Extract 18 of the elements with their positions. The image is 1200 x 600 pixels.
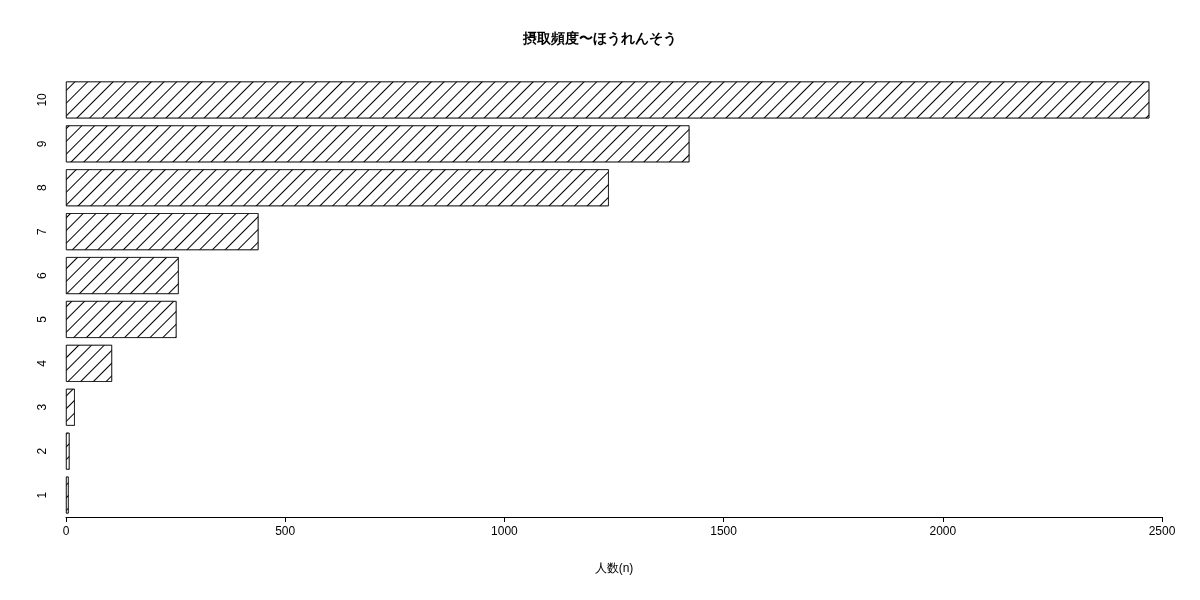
x-axis-title: 人数(n)	[594, 561, 634, 575]
chart-title: 摂取頻度〜ほうれんそう	[522, 30, 677, 47]
y-tick-label: 5	[35, 315, 49, 323]
x-tick-label: 1500	[710, 524, 738, 538]
y-tick-label: 1	[35, 491, 49, 499]
y-tick-label: 10	[35, 92, 49, 107]
x-tick-label: 500	[275, 524, 296, 538]
y-tick-label: 9	[35, 140, 49, 148]
y-tick-label: 3	[35, 403, 49, 411]
y-tick-label: 2	[35, 447, 49, 455]
x-tick-label: 2000	[929, 524, 957, 538]
y-tick-label: 8	[35, 184, 49, 192]
y-tick-label: 4	[35, 359, 49, 367]
y-tick-label: 7	[35, 227, 49, 235]
x-tick-label: 2500	[1148, 524, 1176, 538]
x-tick-label: 1000	[491, 524, 519, 538]
x-tick-label: 0	[62, 524, 70, 538]
y-tick-label: 6	[35, 271, 49, 279]
